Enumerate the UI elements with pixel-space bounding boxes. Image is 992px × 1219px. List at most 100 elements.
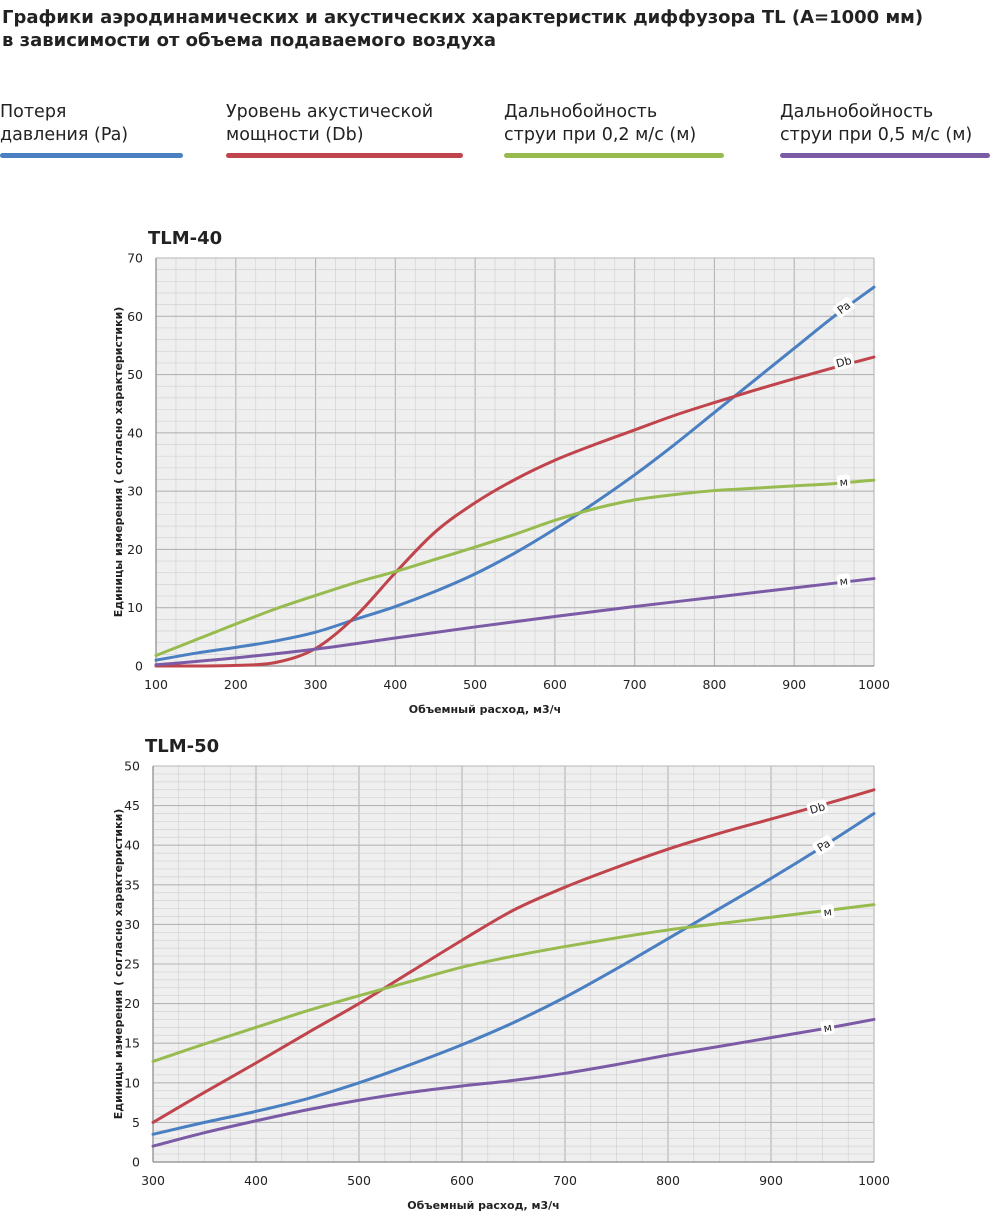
legend-item-pressure-loss: Потеря давления (Pa) (0, 101, 183, 158)
curve-label-group: Pa (832, 297, 855, 318)
y-tick-label: 10 (124, 1075, 140, 1090)
curve-label: м (823, 905, 833, 919)
curve-label: Pa (815, 837, 833, 855)
x-axis-label: Объемный расход, м3/ч (407, 1199, 559, 1212)
curve-label-group: м (836, 573, 851, 588)
y-tick-label: 45 (124, 798, 140, 813)
x-tick-label: 900 (782, 677, 806, 692)
legend-label-line-1: Дальнобойность (504, 102, 658, 122)
y-tick-label: 70 (127, 251, 143, 266)
legend-item-throw-05: Дальнобойность струи при 0,5 м/с (м) (780, 101, 990, 158)
x-tick-label: 600 (450, 1173, 474, 1188)
x-tick-label: 1000 (858, 1173, 890, 1188)
y-tick-label: 40 (127, 425, 143, 440)
y-axis-label: Единицы измерения ( согласно характерист… (112, 809, 125, 1120)
x-tick-label: 100 (144, 677, 168, 692)
page-title: Графики аэродинамических и акустических … (2, 6, 987, 52)
series-line-3 (154, 478, 876, 658)
legend-label: Уровень акустической мощности (Db) (226, 101, 463, 147)
curve-label-group: Db (832, 353, 855, 371)
curve-label-bg (832, 353, 855, 371)
chart-title: TLM-50 (145, 736, 219, 757)
y-tick-label: 35 (124, 877, 140, 892)
curve-label-group: м (836, 474, 851, 490)
y-tick-label: 60 (127, 309, 143, 324)
curve-label: м (839, 475, 848, 489)
x-tick-label: 400 (383, 677, 407, 692)
grid (155, 257, 875, 667)
x-tick-label: 200 (224, 677, 248, 692)
legend-label: Дальнобойность струи при 0,2 м/с (м) (504, 101, 724, 147)
x-tick-label: 500 (347, 1173, 371, 1188)
y-tick-label: 0 (132, 1155, 140, 1170)
y-tick-label: 15 (124, 1036, 140, 1051)
x-tick-label: 900 (759, 1173, 783, 1188)
legend-swatch (504, 153, 724, 158)
x-tick-label: 800 (703, 677, 727, 692)
x-tick-label: 500 (463, 677, 487, 692)
curve-label: м (839, 574, 849, 588)
legend-label: Потеря давления (Pa) (0, 101, 183, 147)
legend-label-line-1: Дальнобойность (780, 102, 934, 122)
y-tick-label: 20 (127, 542, 143, 557)
y-tick-label: 10 (127, 600, 143, 615)
curve-label-bg (820, 904, 835, 920)
curve-label: Db (808, 800, 826, 817)
y-axis-label: Единицы измерения ( согласно характерист… (112, 307, 125, 618)
x-tick-label: 600 (543, 677, 567, 692)
series-line-1 (154, 285, 876, 662)
series-line-1 (151, 788, 876, 1124)
legend-label-line-1: Потеря (0, 102, 67, 122)
curve-label-bg (820, 1019, 835, 1035)
y-tick-label: 50 (124, 759, 140, 774)
page-title-line-2: в зависимости от объема подаваемого возд… (2, 30, 497, 51)
legend-item-throw-02: Дальнобойность струи при 0,2 м/с (м) (504, 101, 724, 158)
y-tick-label: 5 (132, 1115, 140, 1130)
grid (152, 765, 875, 1163)
series-line-4 (154, 577, 876, 667)
curve-label-group: Db (806, 799, 829, 817)
curve-label-group: м (820, 904, 835, 919)
x-tick-label: 1000 (858, 677, 890, 692)
y-tick-label: 30 (127, 484, 143, 499)
legend-item-acoustic-power: Уровень акустической мощности (Db) (226, 101, 463, 158)
y-tick-label: 50 (127, 367, 143, 382)
curve-label: м (822, 1021, 832, 1035)
x-tick-label: 700 (553, 1173, 577, 1188)
x-tick-label: 300 (141, 1173, 165, 1188)
curve-label: Pa (835, 299, 853, 317)
series-line-2 (151, 812, 876, 1136)
legend-label-line-2: мощности (Db) (226, 125, 364, 145)
legend-swatch (780, 153, 990, 158)
curve-label-group: Pa (812, 835, 835, 856)
legend-swatch (226, 153, 463, 158)
legend-label-line-2: давления (Pa) (0, 125, 129, 145)
curve-label-bg (832, 297, 855, 318)
legend-swatch (0, 153, 183, 158)
y-tick-label: 20 (124, 996, 140, 1011)
chart-title: TLM-40 (148, 228, 222, 249)
curve-label-bg (806, 799, 829, 817)
curve-label-bg (836, 474, 851, 490)
curve-label: Db (835, 354, 853, 371)
series-line-4 (151, 1017, 876, 1148)
x-tick-label: 300 (304, 677, 328, 692)
legend-label-line-2: струи при 0,2 м/с (м) (504, 125, 697, 145)
chart-tlm-40-svg: TLM-40 100 200 300 400 500 600 700 800 900 1000 0 10… (112, 228, 890, 716)
x-tick-label: 800 (656, 1173, 680, 1188)
legend-label: Дальнобойность струи при 0,5 м/с (м) (780, 101, 990, 147)
x-tick-label: 700 (623, 677, 647, 692)
y-tick-label: 25 (124, 957, 140, 972)
series-line-3 (151, 903, 876, 1063)
chart-tlm-50: TLM-50 300 400 500 600 700 800 900 1000 0 5 10 15 20 2… (0, 726, 992, 1216)
x-axis-label: Объемный расход, м3/ч (409, 703, 561, 716)
legend-label-line-1: Уровень акустической (226, 102, 434, 122)
curve-label-group: м (820, 1019, 835, 1035)
curve-label-bg (812, 835, 835, 856)
y-tick-label: 0 (135, 659, 143, 674)
chart-tlm-50-svg: TLM-50 300 400 500 600 700 800 900 1000 0 5 10 15 20 2… (112, 736, 890, 1212)
curve-label-bg (836, 573, 851, 589)
page-title-line-1: Графики аэродинамических и акустических … (2, 7, 924, 28)
y-tick-label: 40 (124, 838, 140, 853)
series-line-2 (154, 355, 876, 668)
